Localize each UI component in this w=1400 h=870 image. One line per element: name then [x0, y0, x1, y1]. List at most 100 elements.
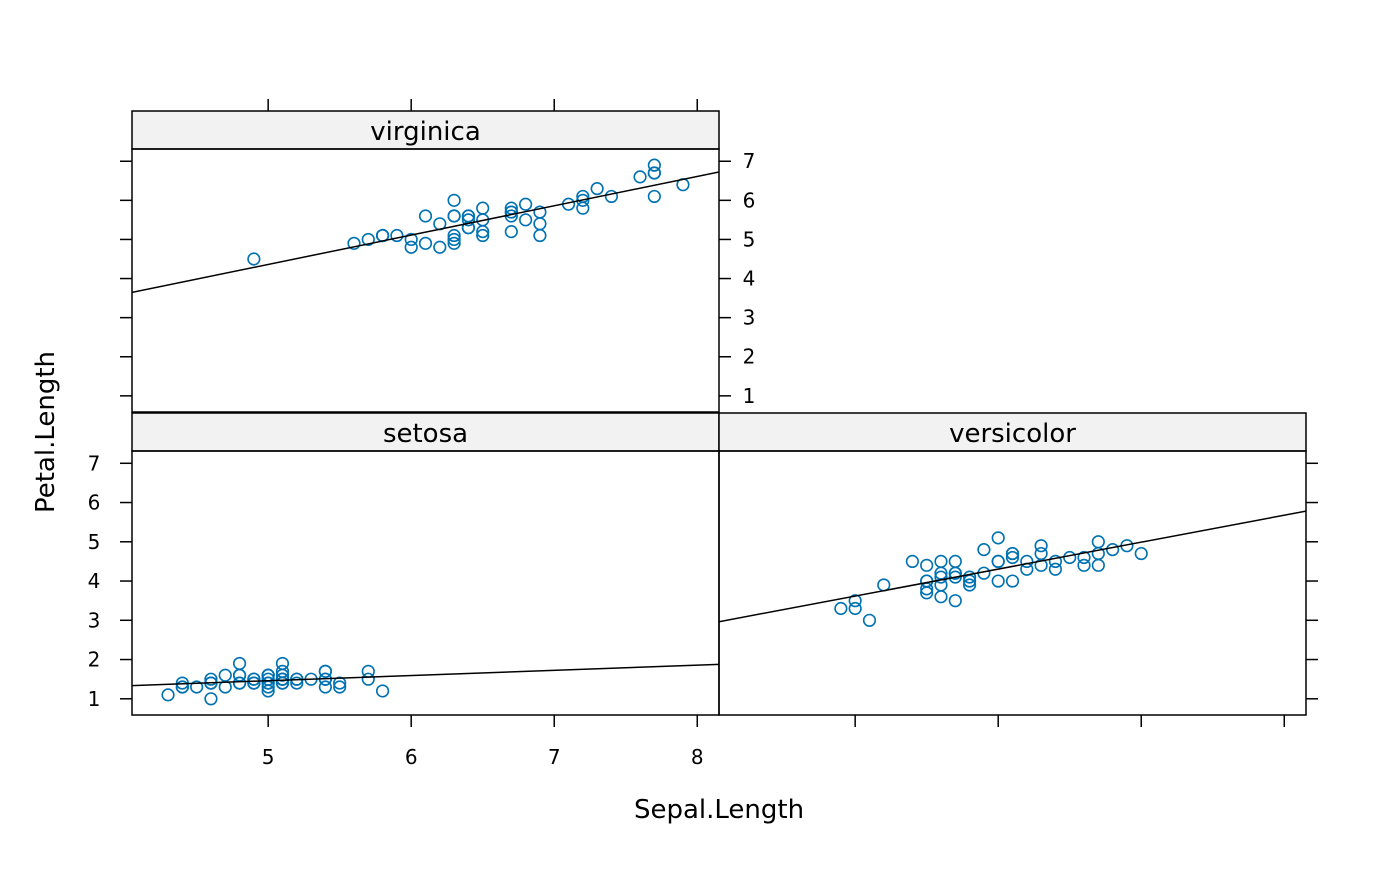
data-point — [1134, 546, 1148, 561]
data-point — [361, 664, 375, 678]
data-point — [848, 594, 862, 608]
data-point — [433, 240, 447, 254]
data-point — [977, 543, 991, 557]
x-tick-label: 5 — [262, 745, 275, 769]
data-point — [418, 236, 433, 250]
data-point — [1077, 550, 1091, 565]
data-point — [519, 213, 533, 227]
y-tick-label: 7 — [743, 149, 756, 173]
data-point — [647, 189, 661, 204]
data-point — [948, 566, 962, 580]
data-point — [1005, 574, 1020, 588]
data-point — [934, 566, 948, 580]
data-point — [247, 676, 261, 690]
data-point — [418, 209, 433, 223]
data-point — [991, 574, 1005, 588]
data-point — [361, 232, 375, 247]
data-point — [1005, 546, 1020, 561]
data-point — [504, 225, 518, 239]
data-point — [247, 672, 261, 686]
data-point — [1091, 535, 1105, 549]
regression-line — [719, 510, 1306, 623]
data-point — [190, 680, 204, 694]
data-point — [447, 228, 461, 243]
data-point — [1020, 554, 1034, 569]
data-point — [333, 680, 347, 694]
y-axis-label: Petal.Length — [31, 351, 61, 513]
data-point — [318, 680, 332, 694]
data-point — [920, 558, 934, 572]
y-tick-label: 2 — [743, 345, 756, 369]
data-point — [948, 594, 962, 608]
data-point — [361, 672, 375, 686]
data-point — [519, 197, 533, 211]
y-tick-label: 5 — [88, 530, 101, 554]
data-point — [161, 688, 175, 702]
data-point — [604, 189, 619, 204]
data-point — [934, 554, 948, 569]
x-tick-label: 6 — [405, 745, 418, 769]
x-tick-label: 8 — [691, 745, 704, 769]
data-point — [934, 570, 948, 584]
data-point — [476, 228, 490, 243]
data-point — [1091, 546, 1105, 561]
data-point — [1048, 562, 1063, 576]
data-point — [1034, 558, 1048, 572]
data-point — [1077, 558, 1091, 572]
strip-label: virginica — [370, 117, 481, 147]
data-point — [447, 236, 461, 250]
data-point — [447, 209, 461, 223]
data-point — [461, 213, 476, 227]
data-point — [175, 680, 189, 694]
y-tick-label: 6 — [88, 491, 101, 515]
data-point — [218, 668, 232, 682]
data-point — [404, 232, 418, 247]
data-point — [962, 570, 977, 584]
data-point — [1034, 539, 1048, 553]
data-point — [862, 613, 877, 627]
data-point — [590, 182, 604, 196]
strip-setosa — [131, 412, 720, 452]
data-point — [991, 554, 1005, 569]
data-point — [533, 228, 547, 243]
strip-virginica — [131, 110, 720, 150]
panel-versicolor: versicolor — [718, 412, 1318, 727]
data-point — [404, 240, 418, 254]
data-point — [275, 672, 290, 686]
data-point — [1106, 543, 1120, 557]
x-axis-label: Sepal.Length — [634, 795, 804, 825]
data-point — [476, 225, 490, 239]
data-point — [848, 601, 862, 616]
data-point — [633, 170, 647, 184]
panel-virginica: virginica 1 2 3 4 5 6 7 — [120, 99, 756, 413]
y-tick-label: 7 — [88, 451, 101, 475]
data-point — [476, 201, 490, 215]
y-tick-label: 3 — [743, 306, 756, 330]
strip-versicolor — [718, 412, 1307, 452]
data-point — [390, 228, 404, 243]
strip-label: setosa — [383, 419, 468, 449]
y-tick-label: 2 — [88, 648, 101, 672]
data-point — [290, 676, 304, 690]
y-tick-label: 5 — [743, 227, 756, 251]
data-point — [991, 531, 1005, 545]
data-point — [275, 668, 290, 682]
panel-setosa: setosa 5 6 7 8 1 2 3 4 5 6 7 — [88, 412, 720, 769]
y-tick-label: 4 — [743, 267, 756, 291]
data-point — [1005, 550, 1020, 565]
data-point — [261, 684, 275, 698]
x-tick-label: 7 — [548, 745, 561, 769]
data-point — [247, 252, 261, 266]
data-point — [333, 676, 347, 690]
data-point — [948, 570, 962, 584]
y-tick-label: 1 — [88, 687, 101, 711]
data-point — [375, 684, 390, 698]
data-point — [447, 193, 461, 207]
data-point — [447, 232, 461, 247]
data-point — [647, 158, 661, 172]
data-point — [934, 590, 948, 604]
panel-border — [718, 450, 1307, 716]
data-point — [1091, 558, 1105, 572]
data-point — [318, 664, 332, 678]
